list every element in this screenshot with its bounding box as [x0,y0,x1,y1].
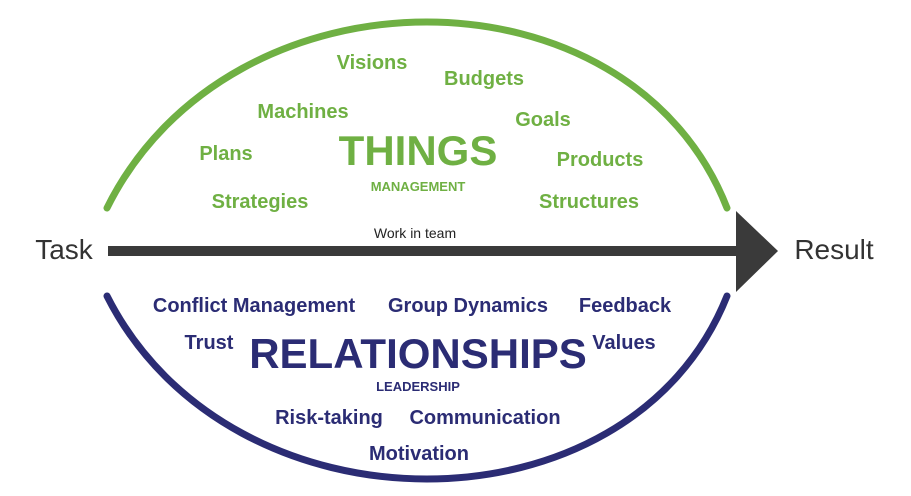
motivation-word: Motivation [369,443,469,465]
things-title: THINGS [338,127,498,174]
feedback-word: Feedback [578,295,672,317]
budgets-word: Budgets [444,68,524,90]
relationships-arc [103,292,731,483]
products-word: Products [556,149,644,171]
risk-taking-word: Risk-taking [275,407,383,429]
result-label: Result [794,234,874,265]
communication-word: Communication [409,407,561,429]
values-word: Values [592,332,656,354]
conflict-management-word: Conflict Management [152,295,356,317]
things-arc [103,18,731,212]
structures-word: Structures [538,191,640,213]
task-label: Task [35,234,93,265]
machines-word: Machines [257,101,349,123]
relationships-title: RELATIONSHIPS [249,330,587,377]
strategies-word: Strategies [211,191,309,213]
goals-word: Goals [515,109,571,131]
work-in-team-label: Work in team [373,225,457,241]
plans-word: Plans [199,143,253,165]
visions-word: Visions [336,52,408,74]
group-dynamics-word: Group Dynamics [387,295,549,317]
arrow-head [736,211,778,292]
leadership-subtitle: LEADERSHIP [376,379,460,394]
trust-word: Trust [184,332,234,354]
management-subtitle: MANAGEMENT [370,179,466,194]
